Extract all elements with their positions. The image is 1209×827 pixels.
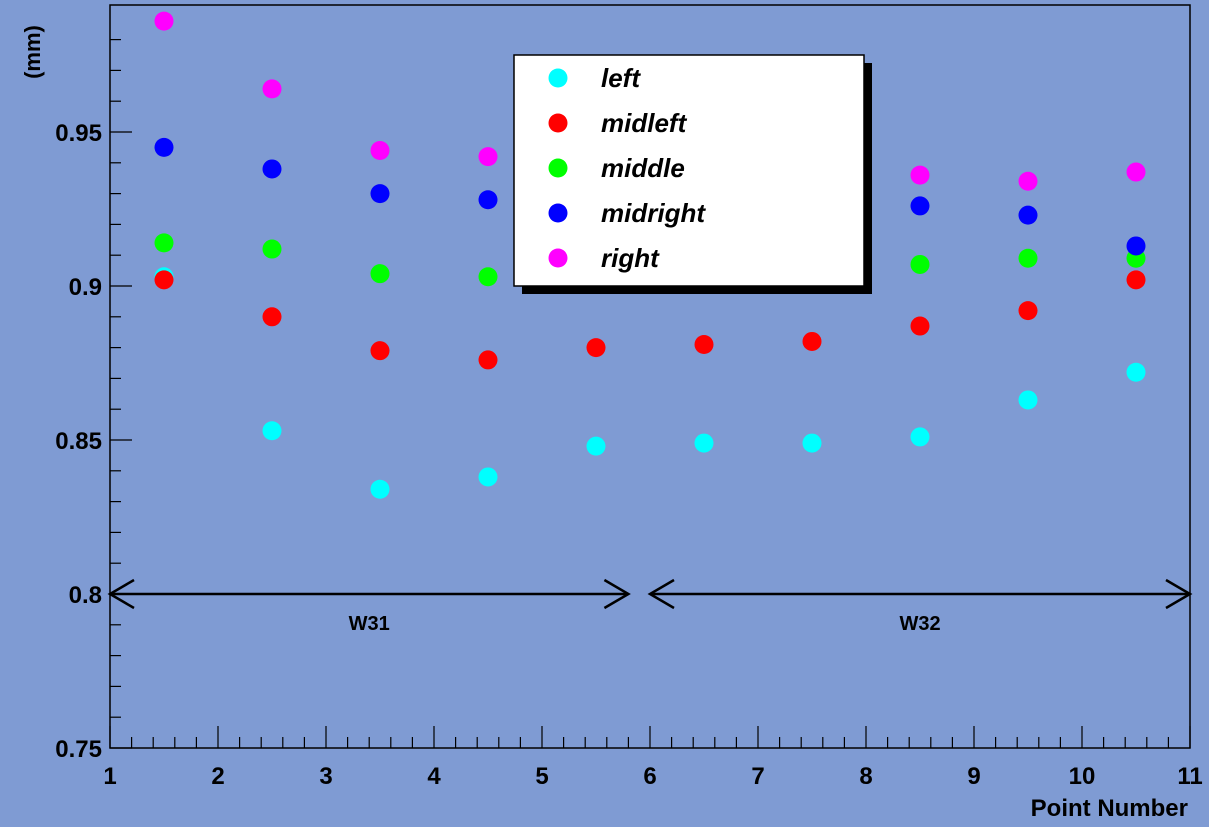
data-point-midleft	[910, 316, 930, 336]
y-tick-label: 0.95	[55, 120, 102, 147]
data-point-right	[370, 140, 390, 160]
range-label: W31	[349, 613, 390, 635]
data-point-midright	[370, 184, 390, 204]
data-point-midleft	[154, 270, 174, 290]
data-point-midleft	[694, 335, 714, 355]
data-point-middle	[262, 239, 282, 259]
data-point-left	[694, 433, 714, 453]
range-arrow-head-right	[1165, 578, 1193, 610]
data-point-midright	[262, 159, 282, 179]
range-arrow-head-left	[107, 578, 135, 610]
data-point-midright	[1018, 205, 1038, 225]
data-point-left	[802, 433, 822, 453]
data-point-middle	[154, 233, 174, 253]
legend-label: right	[601, 243, 660, 273]
data-point-left	[478, 467, 498, 487]
x-tick-label: 4	[427, 763, 441, 790]
data-point-middle	[910, 254, 930, 274]
data-point-midleft	[478, 350, 498, 370]
data-point-left	[586, 436, 606, 456]
data-point-midright	[910, 196, 930, 216]
legend-label: left	[601, 63, 641, 93]
y-tick-label: 0.8	[69, 582, 102, 609]
x-tick-label: 1	[103, 763, 116, 790]
data-point-right	[1018, 171, 1038, 191]
data-point-midleft	[1126, 270, 1146, 290]
x-tick-label: 8	[859, 763, 872, 790]
legend-marker-middle	[548, 158, 568, 178]
range-label: W32	[899, 613, 940, 635]
data-point-right	[154, 11, 174, 31]
legend-label: middle	[601, 153, 685, 183]
legend-marker-midright	[548, 203, 568, 223]
data-point-midleft	[1018, 301, 1038, 321]
data-point-midright	[1126, 236, 1146, 256]
legend-box	[513, 54, 865, 287]
data-point-middle	[1018, 248, 1038, 268]
data-point-left	[1126, 362, 1146, 382]
x-tick-label: 10	[1069, 763, 1096, 790]
data-point-right	[910, 165, 930, 185]
data-point-left	[910, 427, 930, 447]
data-points	[154, 11, 1146, 499]
data-point-right	[262, 79, 282, 99]
legend-marker-right	[548, 248, 568, 268]
x-tick-label: 7	[751, 763, 764, 790]
legend-marker-midleft	[548, 113, 568, 133]
x-tick-label: 11	[1177, 763, 1202, 790]
x-tick-label: 6	[643, 763, 656, 790]
data-point-midleft	[370, 341, 390, 361]
x-tick-label: 9	[967, 763, 980, 790]
legend-label: midright	[601, 198, 706, 228]
legend-marker-left	[548, 68, 568, 88]
x-axis-label: Point Number	[1031, 795, 1188, 822]
axis-ticks	[109, 38, 1191, 749]
range-arrow-head-right	[603, 578, 631, 610]
x-tick-label: 3	[319, 763, 332, 790]
axis-tick-labels: 1 2 3 4 5 6 7 8 9 10 11 0.75 0.8 0.85 0.9 0.95	[55, 120, 1202, 790]
legend: left midleft middle midright right	[513, 54, 872, 294]
data-point-left	[1018, 390, 1038, 410]
x-tick-label: 2	[211, 763, 224, 790]
data-point-midright	[154, 137, 174, 157]
y-tick-label: 0.85	[55, 428, 102, 455]
data-point-right	[1126, 162, 1146, 182]
y-tick-label: 0.75	[55, 736, 102, 763]
range-annotations: W31 W32	[107, 578, 1193, 635]
data-point-midleft	[802, 331, 822, 351]
y-tick-label: 0.9	[69, 274, 102, 301]
data-point-middle	[478, 267, 498, 287]
data-point-right	[478, 147, 498, 167]
data-point-midleft	[262, 307, 282, 327]
x-tick-label: 5	[535, 763, 548, 790]
data-point-left	[370, 479, 390, 499]
legend-label: midleft	[601, 108, 688, 138]
data-point-left	[262, 421, 282, 441]
data-point-midleft	[586, 338, 606, 358]
y-axis-label: (mm)	[20, 25, 45, 79]
range-arrow-head-left	[647, 578, 675, 610]
data-point-middle	[370, 264, 390, 284]
data-point-midright	[478, 190, 498, 210]
